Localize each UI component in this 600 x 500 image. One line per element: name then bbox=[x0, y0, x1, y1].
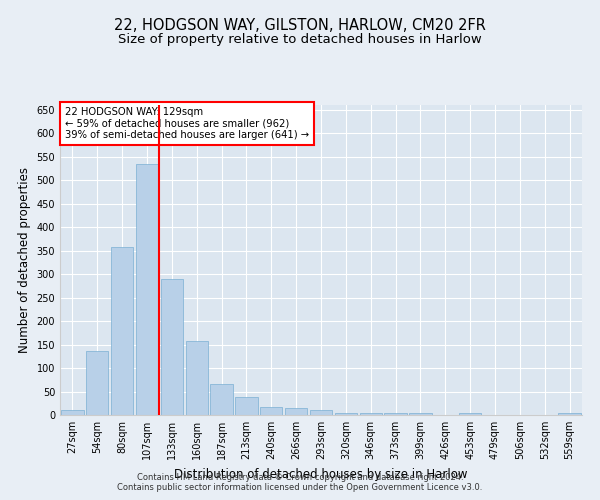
Bar bbox=[385, 413, 407, 415]
Bar bbox=[285, 408, 307, 415]
Bar bbox=[185, 341, 208, 415]
Bar bbox=[260, 407, 283, 415]
Bar bbox=[211, 384, 233, 415]
Bar bbox=[235, 397, 257, 415]
Bar bbox=[61, 410, 83, 415]
Bar bbox=[559, 412, 581, 415]
Bar bbox=[310, 410, 332, 415]
Bar bbox=[136, 164, 158, 415]
Bar bbox=[111, 247, 133, 415]
Text: Contains public sector information licensed under the Open Government Licence v3: Contains public sector information licen… bbox=[118, 484, 482, 492]
Text: Size of property relative to detached houses in Harlow: Size of property relative to detached ho… bbox=[118, 32, 482, 46]
Bar bbox=[459, 412, 481, 415]
Text: 22 HODGSON WAY: 129sqm
← 59% of detached houses are smaller (962)
39% of semi-de: 22 HODGSON WAY: 129sqm ← 59% of detached… bbox=[65, 106, 310, 140]
Bar bbox=[409, 413, 431, 415]
Y-axis label: Number of detached properties: Number of detached properties bbox=[18, 167, 31, 353]
Bar bbox=[359, 413, 382, 415]
Text: 22, HODGSON WAY, GILSTON, HARLOW, CM20 2FR: 22, HODGSON WAY, GILSTON, HARLOW, CM20 2… bbox=[114, 18, 486, 32]
Text: Contains HM Land Registry data © Crown copyright and database right 2024.: Contains HM Land Registry data © Crown c… bbox=[137, 472, 463, 482]
Bar bbox=[86, 351, 109, 415]
X-axis label: Distribution of detached houses by size in Harlow: Distribution of detached houses by size … bbox=[174, 468, 468, 480]
Bar bbox=[161, 279, 183, 415]
Bar bbox=[335, 412, 357, 415]
